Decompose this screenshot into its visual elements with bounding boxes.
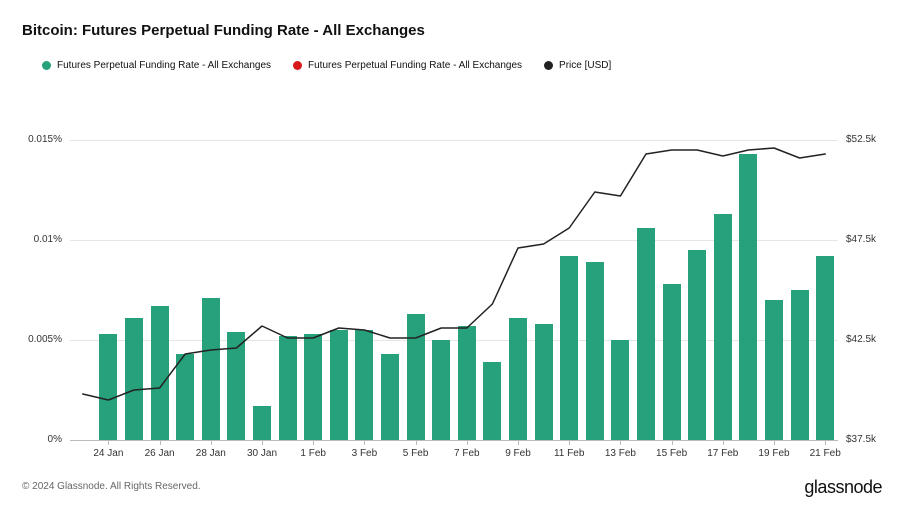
legend-swatch-icon [293, 61, 302, 70]
legend: Futures Perpetual Funding Rate - All Exc… [42, 60, 611, 71]
legend-item-price: Price [USD] [544, 60, 611, 71]
x-tick [672, 440, 673, 445]
x-tick [518, 440, 519, 445]
legend-swatch-icon [42, 61, 51, 70]
x-tick [211, 440, 212, 445]
x-tick [108, 440, 109, 445]
x-tick [774, 440, 775, 445]
x-tick [620, 440, 621, 445]
x-tick-label: 19 Feb [758, 448, 789, 459]
y-left-tick-label: 0.005% [2, 335, 62, 345]
y-left-tick-label: 0.01% [2, 235, 62, 245]
chart-plot: 0%0.005%0.01%0.015%$37.5k$42.5k$47.5k$52… [70, 90, 838, 440]
chart-area: 0%0.005%0.01%0.015%$37.5k$42.5k$47.5k$52… [70, 90, 838, 440]
legend-label: Price [USD] [559, 60, 611, 71]
x-tick-label: 17 Feb [707, 448, 738, 459]
x-tick [825, 440, 826, 445]
y-right-tick-label: $42.5k [846, 335, 904, 345]
x-tick-label: 3 Feb [352, 448, 378, 459]
x-tick-label: 5 Feb [403, 448, 429, 459]
chart-title: Bitcoin: Futures Perpetual Funding Rate … [22, 22, 425, 39]
x-tick-label: 24 Jan [93, 448, 123, 459]
y-left-tick-label: 0% [2, 435, 62, 445]
x-tick-label: 28 Jan [196, 448, 226, 459]
y-right-tick-label: $52.5k [846, 135, 904, 145]
x-tick [723, 440, 724, 445]
legend-label: Futures Perpetual Funding Rate - All Exc… [57, 60, 271, 71]
x-tick [364, 440, 365, 445]
x-tick [313, 440, 314, 445]
copyright-text: © 2024 Glassnode. All Rights Reserved. [22, 481, 201, 492]
y-right-tick-label: $47.5k [846, 235, 904, 245]
x-tick [262, 440, 263, 445]
x-tick-label: 26 Jan [145, 448, 175, 459]
x-tick-label: 30 Jan [247, 448, 277, 459]
x-tick [569, 440, 570, 445]
x-tick-label: 21 Feb [810, 448, 841, 459]
brand-logo: glassnode [804, 477, 882, 498]
y-left-tick-label: 0.015% [2, 135, 62, 145]
x-tick [160, 440, 161, 445]
x-tick-label: 1 Feb [300, 448, 326, 459]
x-tick-label: 15 Feb [656, 448, 687, 459]
x-tick-label: 7 Feb [454, 448, 480, 459]
legend-swatch-icon [544, 61, 553, 70]
x-tick [416, 440, 417, 445]
legend-item-funding-red: Futures Perpetual Funding Rate - All Exc… [293, 60, 522, 71]
y-right-tick-label: $37.5k [846, 435, 904, 445]
legend-item-funding-green: Futures Perpetual Funding Rate - All Exc… [42, 60, 271, 71]
legend-label: Futures Perpetual Funding Rate - All Exc… [308, 60, 522, 71]
price-line [70, 90, 838, 440]
x-tick-label: 9 Feb [505, 448, 531, 459]
x-tick [467, 440, 468, 445]
x-tick-label: 13 Feb [605, 448, 636, 459]
x-tick-label: 11 Feb [554, 448, 584, 459]
